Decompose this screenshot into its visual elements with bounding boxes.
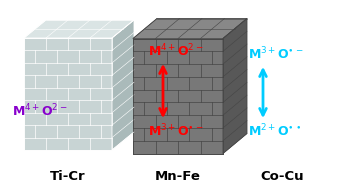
Text: Ti-Cr: Ti-Cr [50,170,86,183]
Polygon shape [223,19,247,153]
Polygon shape [133,39,223,153]
Text: M$^{2+}$O$^{\bullet\bullet}$: M$^{2+}$O$^{\bullet\bullet}$ [248,123,301,139]
Polygon shape [24,20,134,38]
Text: M$^{3+}$O$^{\bullet -}$: M$^{3+}$O$^{\bullet -}$ [148,123,203,139]
Text: Co-Cu: Co-Cu [260,170,304,183]
Text: M$^{4+}$O$^{2-}$: M$^{4+}$O$^{2-}$ [12,103,68,119]
Polygon shape [24,38,112,150]
Text: Mn-Fe: Mn-Fe [155,170,201,183]
Text: M$^{3+}$O$^{\bullet -}$: M$^{3+}$O$^{\bullet -}$ [248,46,304,62]
Polygon shape [112,20,134,150]
Polygon shape [133,19,247,39]
Text: M$^{4+}$O$^{2-}$: M$^{4+}$O$^{2-}$ [148,43,203,59]
